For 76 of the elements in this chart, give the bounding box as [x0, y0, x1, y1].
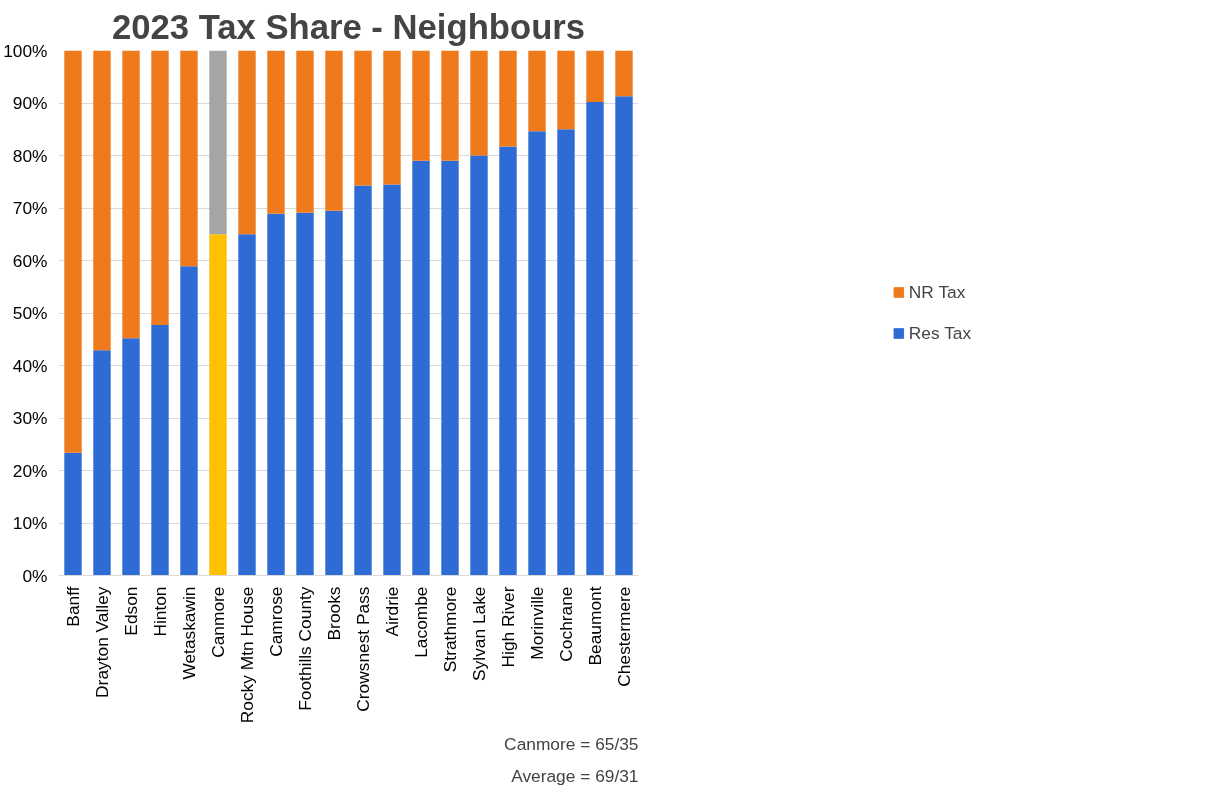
bar [325, 210, 343, 576]
x-tick-label: Camrose [266, 586, 286, 657]
bar [615, 50, 633, 97]
y-tick-label: 100% [3, 40, 48, 61]
x-tick-label: Cochrane [556, 586, 576, 662]
x-tick-label: Lacombe [411, 586, 431, 658]
bar [325, 50, 343, 211]
bar [499, 146, 517, 576]
bar [470, 155, 488, 576]
bar [528, 50, 546, 132]
bar [557, 129, 575, 576]
bar [122, 338, 140, 576]
y-tick-label: 80% [12, 145, 48, 166]
bar [557, 50, 575, 130]
x-tick-label: Airdrie [382, 586, 402, 637]
y-tick-label: 40% [12, 355, 48, 376]
x-tick-label: Hinton [150, 586, 170, 637]
bar [209, 50, 227, 235]
bar [296, 212, 314, 576]
x-tick-label: High River [498, 586, 518, 668]
x-tick-label: Drayton Valley [92, 586, 112, 698]
bar [412, 160, 430, 576]
bar [354, 185, 372, 576]
legend-label: NR Tax [908, 281, 966, 303]
bar [267, 50, 285, 214]
x-tick-label: Brooks [324, 586, 344, 641]
bar [151, 325, 169, 576]
bar [296, 50, 314, 213]
bar [412, 50, 430, 161]
bar [93, 350, 111, 576]
bar [267, 213, 285, 576]
bar [441, 160, 459, 576]
y-tick-label: 90% [12, 93, 48, 113]
bar [383, 50, 401, 185]
text: Average = 69/31 [511, 765, 639, 786]
x-tick-label: Beaumont [585, 586, 605, 666]
bar [180, 266, 198, 576]
bar [238, 50, 256, 235]
bar [441, 50, 459, 161]
y-tick-label: 0% [22, 565, 48, 586]
x-tick-label: Rocky Mtn House [237, 586, 257, 724]
x-tick-label: Morinville [527, 586, 547, 660]
bar [470, 50, 488, 156]
y-tick-label: 30% [12, 408, 48, 428]
bar [122, 50, 140, 339]
bar [180, 50, 198, 267]
y-tick-label: 20% [12, 460, 48, 481]
legend-label: Res Tax [908, 322, 972, 344]
bar [615, 96, 633, 576]
y-tick-label: 10% [12, 513, 48, 533]
bar [499, 50, 517, 147]
x-tick-label: Crowsnest Pass [353, 586, 373, 712]
bar [93, 50, 111, 351]
chart-title: 2023 Tax Share - Neighbours [111, 7, 586, 46]
bar [354, 50, 372, 186]
bar [586, 101, 604, 576]
x-tick-label: Edson [121, 586, 141, 636]
x-tick-label: Chestermere [614, 586, 634, 687]
x-tick-label: Wetaskawin [179, 586, 199, 680]
bar [383, 184, 401, 576]
bar [151, 50, 169, 326]
y-tick-label: 70% [12, 198, 48, 218]
text: Canmore = 65/35 [504, 733, 639, 754]
x-tick-label: Banff [63, 586, 83, 627]
bar [586, 50, 604, 102]
y-tick-label: 60% [12, 250, 48, 271]
x-tick-label: Foothills County [295, 586, 315, 711]
bar [64, 452, 82, 576]
bar [238, 234, 256, 576]
bar [528, 131, 546, 576]
y-tick-label: 50% [12, 303, 48, 323]
bar [209, 234, 227, 576]
x-tick-label: Canmore [208, 586, 228, 658]
x-tick-label: Strathmore [440, 586, 460, 673]
bar [64, 50, 82, 453]
x-tick-label: Sylvan Lake [469, 586, 489, 681]
